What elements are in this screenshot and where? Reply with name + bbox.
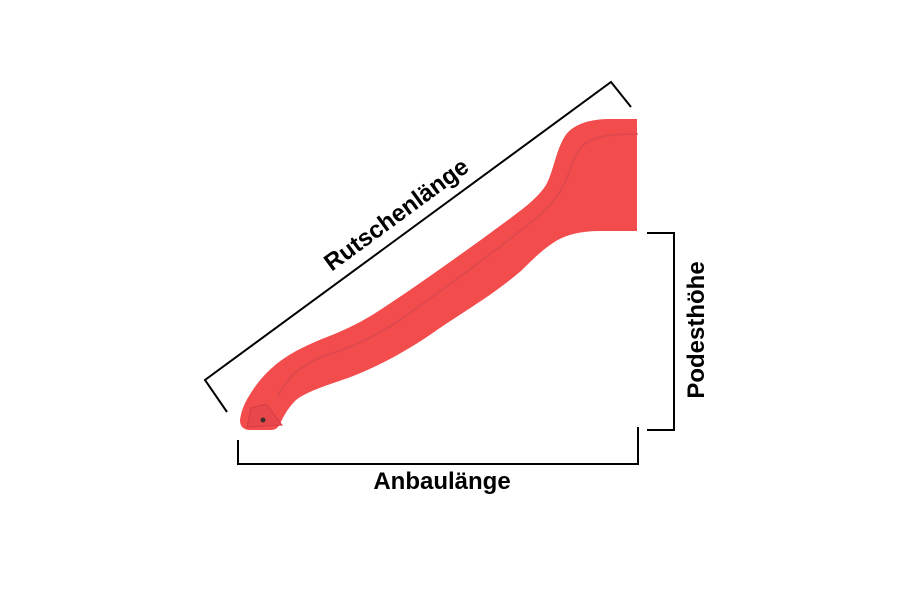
attachment-length-dimension-line [237,427,639,465]
slide-end-hole [260,417,266,423]
slide-end-cap [246,403,283,428]
slide-rail-inner-line [277,133,638,397]
attachment-length-label: Anbaulänge [373,468,510,495]
slide-body [240,119,637,430]
slide-length-dimension-line [203,80,632,413]
platform-height-label: Podesthöhe [683,261,710,398]
platform-height-dimension-line [647,232,675,431]
slide-length-label: Rutschenlänge [319,153,474,277]
